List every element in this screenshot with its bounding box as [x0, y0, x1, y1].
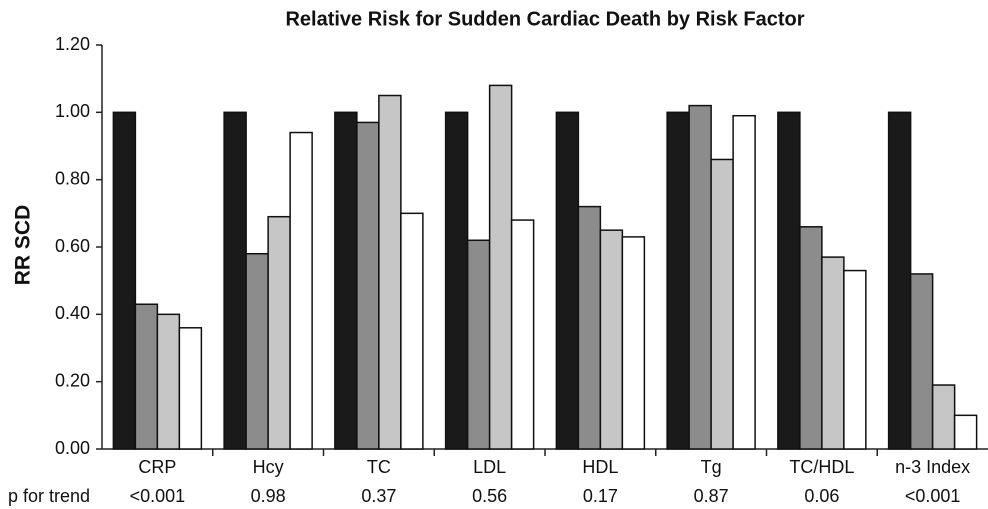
bar	[444, 111, 469, 450]
x-tick-label: TC/HDL	[789, 457, 854, 477]
bar	[666, 111, 690, 450]
p-trend-value: 0.98	[251, 486, 286, 506]
bar	[777, 111, 801, 450]
bar	[577, 205, 602, 450]
x-tick-label: LDL	[473, 457, 506, 477]
bar	[223, 111, 247, 450]
bar	[931, 384, 956, 450]
x-tick-label: TC	[367, 457, 391, 477]
bar	[887, 111, 912, 450]
x-tick-label: Tg	[701, 457, 722, 477]
x-tick-label: n-3 Index	[895, 457, 970, 477]
bar	[289, 131, 313, 450]
bar	[909, 273, 934, 450]
x-tick-label: Hcy	[253, 457, 284, 477]
y-axis-label: RR SCD	[12, 205, 35, 286]
x-tick-label: HDL	[582, 457, 618, 477]
bar	[178, 327, 203, 450]
bar	[621, 236, 646, 450]
bar	[555, 111, 580, 450]
bar	[378, 94, 402, 450]
y-tick-label: 1.00	[55, 101, 90, 121]
bar	[799, 226, 823, 450]
y-tick-label: 0.80	[55, 168, 90, 188]
p-trend-value: 0.17	[583, 486, 618, 506]
bar	[334, 111, 358, 450]
bar	[356, 121, 380, 450]
bar	[488, 84, 513, 450]
p-trend-value: <0.001	[130, 486, 186, 506]
y-tick-label: 0.00	[55, 438, 90, 458]
bar	[245, 252, 269, 450]
bar	[710, 158, 734, 450]
p-trend-value: 0.87	[694, 486, 729, 506]
p-trend-label: p for trend	[8, 486, 90, 506]
bar	[510, 219, 535, 450]
p-trend-value: 0.37	[361, 486, 396, 506]
bar	[732, 114, 756, 450]
x-tick-label: CRP	[138, 457, 176, 477]
bar	[267, 215, 291, 450]
p-trend-value: 0.56	[472, 486, 507, 506]
bar	[821, 256, 845, 450]
y-tick-label: 0.40	[55, 303, 90, 323]
bar	[466, 239, 491, 450]
bar	[688, 104, 712, 450]
bar	[400, 212, 424, 450]
chart-title: Relative Risk for Sudden Cardiac Death b…	[285, 8, 804, 30]
bar	[953, 414, 978, 450]
p-trend-value: 0.06	[804, 486, 839, 506]
bar	[112, 111, 137, 450]
bar	[156, 313, 181, 450]
y-tick-label: 0.20	[55, 370, 90, 390]
bar	[599, 229, 624, 450]
p-trend-value: <0.001	[905, 486, 961, 506]
bar	[134, 303, 159, 450]
bar	[843, 269, 867, 450]
y-tick-label: 0.60	[55, 236, 90, 256]
y-tick-label: 1.20	[55, 34, 90, 54]
